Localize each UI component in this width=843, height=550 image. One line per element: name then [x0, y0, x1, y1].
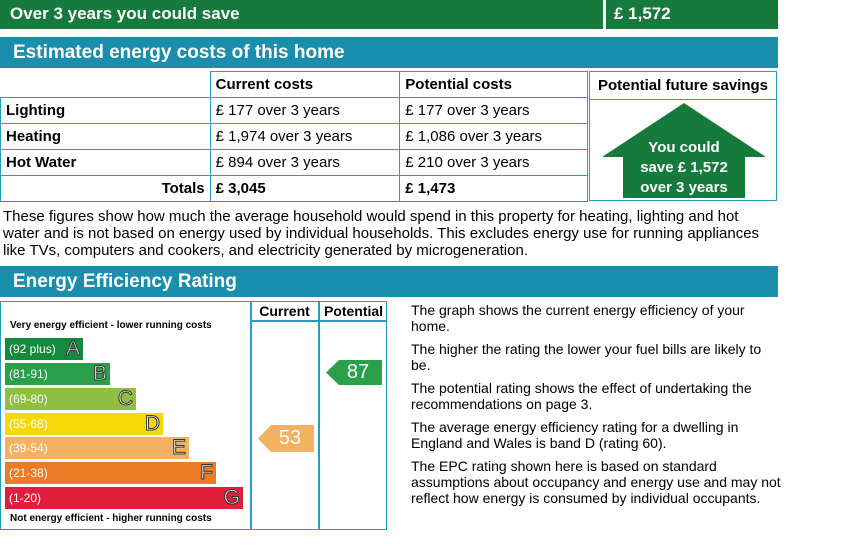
row-potential: £ 177 over 3 years — [399, 97, 588, 124]
band-range: (39-54) — [9, 441, 48, 455]
band-letter: E — [171, 436, 186, 460]
band-letter: G — [223, 486, 240, 510]
table-row: Hot Water £ 894 over 3 years £ 210 over … — [0, 149, 588, 176]
row-potential: £ 210 over 3 years — [399, 149, 588, 176]
header-potential-costs: Potential costs — [399, 71, 588, 98]
savings-label: Over 3 years you could save — [10, 4, 240, 23]
band-letter: B — [92, 362, 107, 386]
future-savings-box: Potential future savings You could save … — [589, 71, 777, 201]
band-range: (21-38) — [9, 466, 48, 480]
info-paragraph: The average energy efficiency rating for… — [411, 419, 739, 451]
column-potential-label: Potential — [323, 303, 384, 319]
row-current: £ 894 over 3 years — [209, 149, 401, 176]
savings-value: £ 1,572 — [614, 4, 671, 23]
band-range: (81-91) — [9, 367, 48, 381]
info-paragraph: The potential rating shows the effect of… — [411, 380, 752, 412]
band-f: (21-38) F — [5, 461, 216, 485]
savings-summary-bar: Over 3 years you could save £ 1,572 — [0, 0, 778, 29]
row-label: Lighting — [0, 97, 211, 124]
band-range: (92 plus) — [9, 342, 56, 356]
current-rating-value: 53 — [278, 427, 302, 449]
row-current: £ 177 over 3 years — [209, 97, 401, 124]
savings-house-icon — [602, 103, 766, 198]
band-g: (1-20) G — [5, 486, 243, 510]
divider — [603, 0, 606, 29]
costs-explanation: These figures show how much the average … — [3, 208, 760, 259]
band-range: (1-20) — [9, 491, 42, 505]
rating-chart — [0, 301, 387, 530]
potential-rating-value: 87 — [346, 361, 370, 383]
column-current-label: Current — [259, 303, 310, 319]
potential-rating-arrow — [326, 360, 382, 385]
chart-bottom-label: Not energy efficient - higher running co… — [10, 513, 212, 524]
energy-costs-table: Current costs Potential costs Lighting £… — [0, 71, 588, 202]
table-header-row: Current costs Potential costs — [1, 71, 588, 98]
savings-house-line: You could — [648, 139, 720, 156]
band-letter: F — [200, 461, 214, 485]
table-row: Heating £ 1,974 over 3 years £ 1,086 ove… — [0, 123, 588, 150]
efficiency-info: The graph shows the current energy effic… — [411, 302, 783, 513]
row-potential: £ 1,086 over 3 years — [399, 123, 588, 150]
band-a: (92 plus) A — [5, 337, 83, 361]
savings-house-line: save £ 1,572 — [640, 159, 728, 176]
current-rating-arrow — [258, 425, 314, 452]
future-savings-heading: Potential future savings — [590, 72, 776, 100]
column-header-rule — [250, 320, 387, 322]
column-divider — [250, 301, 252, 530]
savings-house-line: over 3 years — [640, 179, 728, 196]
info-paragraph: The higher the rating the lower your fue… — [411, 341, 762, 373]
band-letter: A — [65, 337, 80, 361]
row-current: £ 1,974 over 3 years — [209, 123, 401, 150]
totals-potential: £ 1,473 — [399, 175, 588, 202]
chart-top-label: Very energy efficient - lower running co… — [10, 320, 212, 331]
totals-row: Totals £ 3,045 £ 1,473 — [0, 175, 588, 202]
band-letter: D — [144, 412, 160, 436]
savings-house-text: You could save £ 1,572 over 3 years — [599, 138, 769, 198]
band-c: (69-80) C — [5, 387, 136, 411]
band-range: (55-68) — [9, 417, 48, 431]
info-paragraph: The graph shows the current energy effic… — [411, 302, 745, 334]
band-b: (81-91) B — [5, 362, 110, 386]
row-label: Heating — [0, 123, 211, 150]
band-letter: C — [117, 387, 133, 411]
totals-label: Totals — [0, 175, 211, 202]
info-paragraph: The EPC rating shown here is based on st… — [411, 458, 781, 506]
efficiency-rating-heading: Energy Efficiency Rating — [0, 266, 778, 297]
column-divider — [318, 301, 320, 530]
band-d: (55-68) D — [5, 412, 163, 436]
band-range: (69-80) — [9, 392, 48, 406]
energy-costs-heading: Estimated energy costs of this home — [0, 37, 778, 68]
header-current-costs: Current costs — [209, 71, 401, 98]
row-label: Hot Water — [0, 149, 211, 176]
table-row: Lighting £ 177 over 3 years £ 177 over 3… — [0, 97, 588, 124]
band-e: (39-54) E — [5, 436, 189, 460]
totals-current: £ 3,045 — [209, 175, 401, 202]
